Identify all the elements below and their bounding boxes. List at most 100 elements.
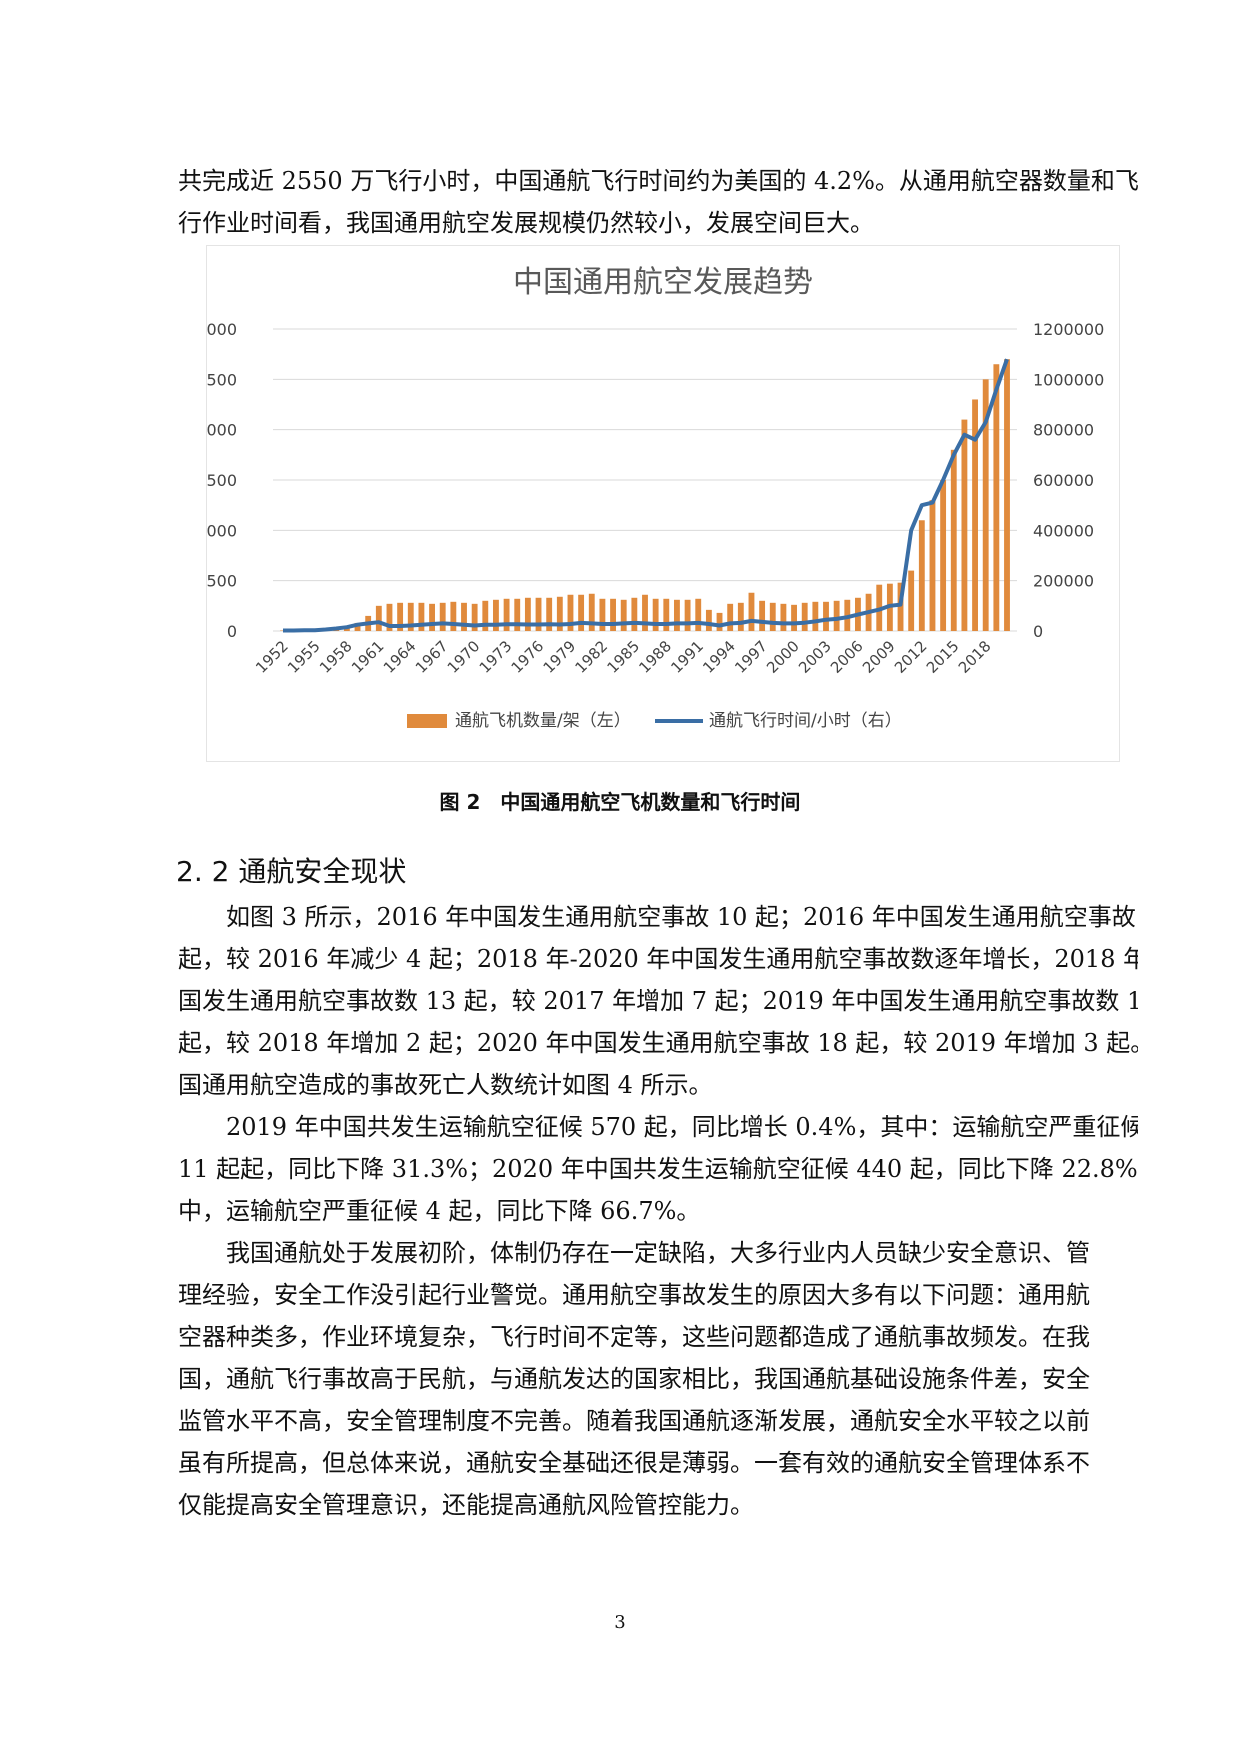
page-number: 3 [614, 1612, 626, 1633]
bar [620, 599, 627, 631]
bar [812, 601, 819, 631]
bar [780, 603, 787, 631]
bar [993, 364, 1000, 631]
bar [407, 602, 414, 631]
text-line: 起，较 2018 年增加 2 起；2020 年中国发生通用航空事故 18 起，较… [178, 1029, 1138, 1057]
legend-swatch-bars [407, 714, 447, 728]
body-paragraph-3: 我国通航处于发展初阶，体制仍存在一定缺陷，大多行业内人员缺少安全意识、管 理经验… [178, 1232, 1138, 1526]
bar [610, 598, 616, 631]
intro-paragraph: 共完成近 2550 万飞行小时，中国通航飞行时间约为美国的 4.2%。从通用航空… [178, 160, 1138, 244]
bar [588, 593, 595, 631]
y-right-tick-label: 200000 [1033, 572, 1094, 591]
bar [748, 592, 755, 631]
bar [578, 594, 585, 631]
text-line: 理经验，安全工作没引起行业警觉。通用航空事故发生的原因大多有以下问题：通用航 [178, 1281, 1090, 1309]
bar [535, 597, 542, 631]
bar [514, 598, 521, 631]
chart-canvas: 中国通用航空发展趋势 0 0 500 200000 1000 400000 1500 60000… [207, 265, 1104, 731]
series-line [283, 358, 1009, 633]
text-line: 11 起起，同比下降 31.3%；2020 年中国共发生运输航空征候 440 起… [178, 1155, 1138, 1183]
bar [801, 602, 808, 631]
bar [599, 598, 606, 631]
bar [674, 599, 680, 631]
legend-label-line: 通航飞行时间/小时（右） [709, 711, 902, 731]
text-line: 我国通航处于发展初阶，体制仍存在一定缺陷，大多行业内人员缺少安全意识、管 [226, 1239, 1090, 1267]
y-right-tick-label: 1000000 [1033, 370, 1104, 389]
bar [493, 599, 499, 631]
y-left-tick-label: 500 [207, 572, 237, 591]
text-line: 空器种类多，作业环境复杂，飞行时间不定等，这些问题都造成了通航事故频发。在我 [178, 1323, 1090, 1351]
bar [375, 605, 382, 631]
x-tick-label: 1982 [572, 637, 612, 677]
bar [950, 449, 957, 631]
bar [471, 603, 478, 631]
bar [759, 600, 766, 631]
y-left-tick-label: 2000 [207, 421, 237, 440]
bar [429, 603, 435, 631]
y-right-tick-label: 1200000 [1033, 320, 1104, 339]
text-line: 国，通航飞行事故高于民航，与通航发达的国家相比，我国通航基础设施条件差，安全 [178, 1365, 1090, 1393]
x-tick-label: 2009 [859, 637, 899, 677]
text-line: 起，较 2016 年减少 4 起；2018 年-2020 年中国发生通用航空事故… [178, 945, 1138, 973]
bar [940, 480, 947, 631]
bar [727, 603, 734, 631]
bar [631, 597, 638, 631]
y-left-tick-label: 3000 [207, 320, 237, 339]
bar [461, 602, 467, 631]
bar [503, 598, 510, 631]
text-line: 行作业时间看，我国通用航空发展规模仍然较小，发展空间巨大。 [178, 209, 874, 237]
bar [823, 601, 829, 631]
bar [663, 598, 670, 631]
y-left-tick-label: 1000 [207, 521, 237, 540]
bar [1004, 359, 1010, 631]
chart-title: 中国通用航空发展趋势 [513, 265, 813, 300]
bar [439, 602, 446, 631]
bar [716, 612, 723, 631]
bar [418, 602, 425, 631]
bar [450, 601, 457, 631]
text-line: 国发生通用航空事故数 13 起，较 2017 年增加 7 起；2019 年中国发… [178, 987, 1138, 1015]
section-heading: 2. 2 通航安全现状 [176, 855, 407, 888]
bar [897, 582, 904, 631]
x-tick-label: 2012 [891, 637, 931, 677]
bar [908, 570, 915, 631]
text-line: 仅能提高安全管理意识，还能提高通航风险管控能力。 [178, 1491, 754, 1519]
x-tick-label: 1973 [476, 637, 516, 677]
y-right-tick-label: 400000 [1033, 521, 1094, 540]
y-right-tick-label: 0 [1033, 622, 1043, 641]
bar [833, 600, 840, 631]
x-tick-label: 1991 [667, 637, 707, 677]
x-tick-label: 2006 [827, 637, 867, 677]
x-tick-label: 1955 [284, 637, 324, 677]
bar [354, 622, 361, 631]
chart-figure: 中国通用航空发展趋势 0 0 500 200000 1000 400000 1500 60000… [206, 245, 1120, 762]
bar [705, 609, 712, 631]
x-tick-label: 1994 [699, 637, 739, 677]
text-line: 中，运输航空严重征候 4 起，同比下降 66.7%。 [178, 1197, 701, 1225]
text-line: 共完成近 2550 万飞行小时，中国通航飞行时间约为美国的 4.2%。从通用航空… [178, 167, 1138, 195]
legend-label-bars: 通航飞机数量/架（左） [455, 711, 631, 731]
bar [684, 599, 691, 631]
x-tick-label: 1976 [508, 637, 548, 677]
body-paragraph-2: 2019 年中国共发生运输航空征候 570 起，同比增长 0.4%，其中：运输航… [178, 1106, 1138, 1232]
x-tick-label: 2003 [795, 637, 835, 677]
bar [652, 598, 659, 631]
bar [567, 594, 574, 631]
text-line: 国通用航空造成的事故死亡人数统计如图 4 所示。 [178, 1071, 713, 1099]
x-tick-label: 1964 [380, 637, 420, 677]
bar [791, 604, 797, 631]
text-line: 虽有所提高，但总体来说，通航安全基础还很是薄弱。一套有效的通航安全管理体系不 [178, 1449, 1090, 1477]
x-tick-label: 2000 [763, 637, 803, 677]
x-tick-label: 1967 [412, 637, 452, 677]
bar [397, 602, 404, 631]
y-left-tick-label: 2500 [207, 370, 237, 389]
figure-caption: 图 2 中国通用航空飞机数量和飞行时间 [439, 790, 801, 814]
bar [524, 597, 531, 631]
bar [642, 594, 648, 631]
bar [982, 379, 989, 631]
x-tick-label: 1970 [444, 637, 484, 677]
bar [386, 603, 393, 631]
x-tick-label: 1958 [316, 637, 356, 677]
text-line: 监管水平不高，安全管理制度不完善。随着我国通航逐渐发展，通航安全水平较之以前 [178, 1407, 1090, 1435]
x-tick-label: 2018 [955, 637, 995, 677]
